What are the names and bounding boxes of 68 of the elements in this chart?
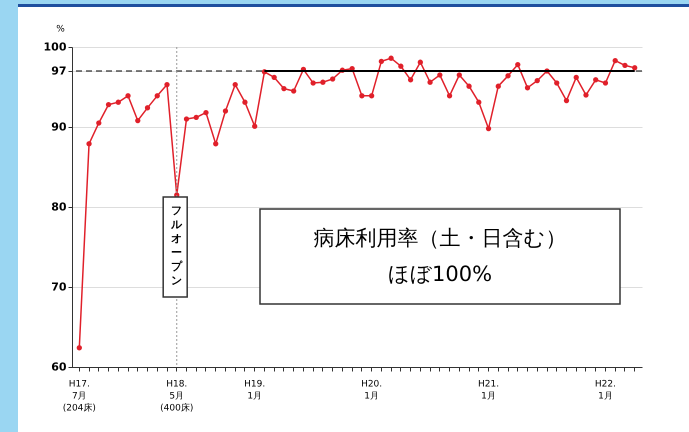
point	[427, 80, 433, 85]
annotation: フルオープン	[170, 204, 184, 287]
point	[534, 78, 540, 84]
point	[116, 100, 121, 105]
y-tick-label: 60	[51, 360, 67, 374]
point	[76, 345, 82, 350]
point	[466, 84, 472, 89]
annotation: 病床利用率（土・日含む）	[314, 226, 566, 250]
point	[86, 141, 92, 146]
y-tick-label: 97	[51, 64, 66, 78]
point	[242, 100, 248, 105]
point	[456, 72, 462, 78]
y-tick-label: 100	[44, 40, 67, 54]
point	[320, 80, 326, 85]
point	[164, 82, 170, 88]
point	[359, 93, 365, 98]
point	[564, 98, 570, 104]
x-tick-label: H18. 5月 (400床)	[160, 380, 194, 414]
point	[632, 65, 638, 70]
y-tick-label: 90	[51, 120, 67, 134]
point	[194, 114, 199, 120]
point	[554, 80, 560, 86]
point	[446, 93, 452, 98]
point	[213, 141, 218, 146]
point	[398, 64, 404, 69]
point	[418, 60, 423, 65]
y-tick-label: 70	[51, 280, 67, 294]
x-tick-label: H22. 1月	[594, 380, 616, 402]
point	[574, 74, 579, 80]
point	[368, 93, 374, 98]
point	[252, 124, 258, 129]
point	[496, 84, 501, 89]
point	[135, 118, 140, 124]
point	[524, 85, 530, 90]
point	[602, 80, 608, 86]
point	[310, 80, 316, 86]
x-tick-label: H19. 1月	[244, 380, 266, 402]
x-tick-label: H17. 7月 (204床)	[62, 380, 96, 414]
y-axis-title: %	[56, 24, 66, 34]
point	[203, 110, 209, 116]
point	[330, 76, 336, 82]
point	[622, 62, 628, 68]
point	[515, 62, 520, 68]
point	[486, 126, 492, 132]
annotation: ほぼ100%	[388, 262, 492, 286]
point	[125, 93, 131, 98]
point	[96, 120, 102, 126]
y-tick-label: 80	[51, 200, 67, 214]
point	[154, 93, 160, 98]
point	[408, 77, 414, 82]
point	[144, 105, 150, 110]
point	[272, 74, 277, 80]
point	[232, 82, 238, 88]
x-tick-label: H20. 1月	[361, 380, 382, 402]
point	[291, 88, 296, 94]
point	[378, 58, 384, 64]
x-tick-label: H21. 1月	[478, 380, 500, 402]
point	[583, 92, 589, 98]
point	[612, 58, 618, 64]
point	[106, 102, 112, 108]
point	[281, 86, 287, 92]
point	[388, 56, 394, 61]
point	[593, 77, 598, 82]
point	[222, 108, 228, 114]
point	[437, 72, 442, 78]
point	[184, 116, 190, 122]
point	[505, 73, 511, 78]
point	[476, 100, 482, 105]
